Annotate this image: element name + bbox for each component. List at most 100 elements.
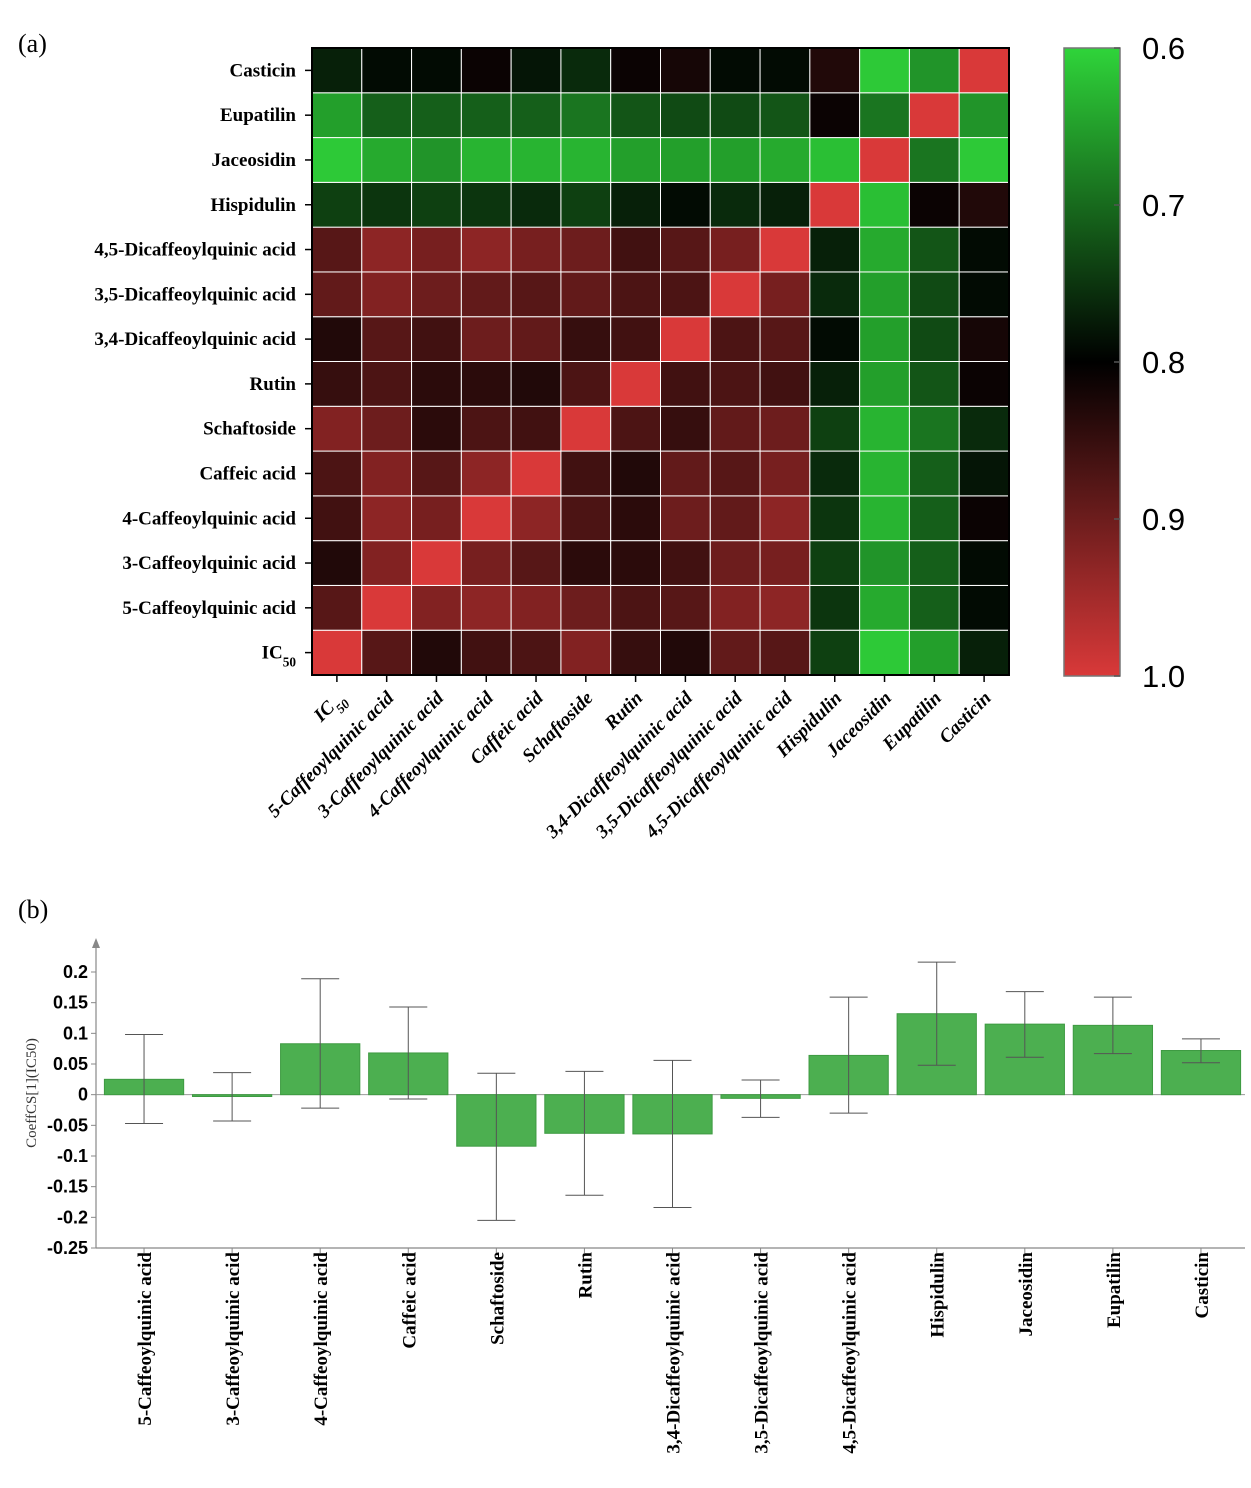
colorbar: 0.6 0.7 0.8 0.9 1.0 bbox=[1063, 31, 1185, 694]
column-label-rutin: Rutin bbox=[600, 688, 647, 735]
row-label-rutin: Rutin bbox=[250, 374, 297, 395]
y-tick-label: -0.2 bbox=[57, 1207, 88, 1227]
heatmap-cell-3-caffeoylquinic-acid-casticin bbox=[958, 540, 1010, 586]
heatmap-cell-4-5-dicaffeoylquinic-acid-4-caffeoylquinic-acid bbox=[460, 226, 512, 273]
heatmap-cell-hispidulin-casticin bbox=[958, 181, 1010, 228]
heatmap-cell-jaceosidin-rutin bbox=[610, 137, 662, 183]
heatmap-cell-ic50-eupatilin bbox=[908, 629, 960, 676]
row-label-4-5-dicaffeoylquinic-acid: 4,5-Dicaffeoylquinic acid bbox=[94, 240, 296, 261]
heatmap-cell-caffeic-acid-3-4-dicaffeoylquinic-acid bbox=[660, 450, 711, 497]
heatmap-cell-ic50-caffeic-acid bbox=[510, 629, 562, 676]
heatmap-cell-casticin-eupatilin bbox=[908, 47, 960, 94]
row-label-caffeic-acid: Caffeic acid bbox=[199, 463, 296, 484]
error-bar-jaceosidin bbox=[1005, 991, 1044, 1058]
heatmap-cell-jaceosidin-3-5-dicaffeoylquinic-acid bbox=[709, 137, 761, 183]
heatmap-cell-casticin-schaftoside bbox=[560, 47, 612, 94]
error-bar-3-5-dicaffeoylquinic-acid bbox=[741, 1079, 780, 1118]
heatmap-cell-jaceosidin-3-caffeoylquinic-acid bbox=[411, 137, 462, 183]
heatmap-cell-4-5-dicaffeoylquinic-acid-jaceosidin bbox=[859, 226, 910, 273]
heatmap-cell-3-4-dicaffeoylquinic-acid-4-caffeoylquinic-acid bbox=[460, 316, 512, 363]
heatmap-cell-4-caffeoylquinic-acid-4-5-dicaffeoylquinic-acid bbox=[759, 495, 811, 542]
heatmap-cell-caffeic-acid-eupatilin bbox=[908, 450, 960, 497]
heatmap-cell-3-caffeoylquinic-acid-eupatilin bbox=[908, 540, 960, 586]
heatmap-cell-caffeic-acid-schaftoside bbox=[560, 450, 612, 497]
heatmap-cell-3-4-dicaffeoylquinic-acid-3-5-dicaffeoylquinic-acid bbox=[709, 316, 761, 363]
colorbar-tick-label: 1.0 bbox=[1142, 659, 1185, 694]
heatmap-cell-5-caffeoylquinic-acid-ic50 bbox=[311, 584, 363, 631]
error-bar-hispidulin bbox=[917, 961, 956, 1066]
category-label-4-5-dicaffeoylquinic-acid: 4,5-Dicaffeoylquinic acid bbox=[840, 1252, 861, 1454]
heatmap-cell-4-caffeoylquinic-acid-3-caffeoylquinic-acid bbox=[411, 495, 462, 542]
category-label-5-caffeoylquinic-acid: 5-Caffeoylquinic acid bbox=[135, 1252, 156, 1426]
heatmap-cell-rutin-schaftoside bbox=[560, 361, 612, 407]
row-label-casticin: Casticin bbox=[230, 60, 297, 81]
heatmap-cell-5-caffeoylquinic-acid-jaceosidin bbox=[859, 584, 910, 631]
heatmap-cell-casticin-3-4-dicaffeoylquinic-acid bbox=[660, 47, 711, 94]
heatmap-cell-jaceosidin-ic50 bbox=[311, 137, 363, 183]
category-label-3-4-dicaffeoylquinic-acid: 3,4-Dicaffeoylquinic acid bbox=[664, 1252, 685, 1454]
heatmap-cell-3-4-dicaffeoylquinic-acid-3-4-dicaffeoylquinic-acid bbox=[660, 316, 711, 363]
heatmap-cell-jaceosidin-4-5-dicaffeoylquinic-acid bbox=[759, 137, 811, 183]
heatmap-cell-3-5-dicaffeoylquinic-acid-3-4-dicaffeoylquinic-acid bbox=[660, 271, 711, 318]
heatmap-cell-3-5-dicaffeoylquinic-acid-rutin bbox=[610, 271, 662, 318]
heatmap-cell-3-4-dicaffeoylquinic-acid-5-caffeoylquinic-acid bbox=[361, 316, 413, 363]
panel-label-b: (b) bbox=[18, 895, 48, 924]
colorbar-tick-label: 0.8 bbox=[1142, 345, 1185, 380]
heatmap-cell-4-5-dicaffeoylquinic-acid-3-5-dicaffeoylquinic-acid bbox=[709, 226, 761, 273]
heatmap-chart: IC50 5-Caffeoylquinic acid 3-Caffeoylquini… bbox=[94, 47, 1010, 843]
category-label-schaftoside: Schaftoside bbox=[487, 1252, 508, 1345]
heatmap-cell-hispidulin-4-5-dicaffeoylquinic-acid bbox=[759, 181, 811, 228]
heatmap-cell-schaftoside-hispidulin bbox=[809, 405, 861, 452]
heatmap-cell-hispidulin-jaceosidin bbox=[859, 181, 910, 228]
heatmap-cell-caffeic-acid-5-caffeoylquinic-acid bbox=[361, 450, 413, 497]
y-tick-label: -0.05 bbox=[47, 1115, 88, 1135]
heatmap-cell-rutin-ic50 bbox=[311, 361, 363, 407]
heatmap-cell-3-5-dicaffeoylquinic-acid-hispidulin bbox=[809, 271, 861, 318]
heatmap-cell-eupatilin-3-5-dicaffeoylquinic-acid bbox=[709, 92, 761, 139]
heatmap-cell-jaceosidin-schaftoside bbox=[560, 137, 612, 183]
heatmap-cell-3-caffeoylquinic-acid-4-5-dicaffeoylquinic-acid bbox=[759, 540, 811, 586]
category-label-rutin: Rutin bbox=[575, 1252, 596, 1299]
heatmap-cell-4-5-dicaffeoylquinic-acid-5-caffeoylquinic-acid bbox=[361, 226, 413, 273]
heatmap-cell-3-caffeoylquinic-acid-3-5-dicaffeoylquinic-acid bbox=[709, 540, 761, 586]
row-label-3-5-dicaffeoylquinic-acid: 3,5-Dicaffeoylquinic acid bbox=[94, 284, 296, 305]
error-bar-eupatilin bbox=[1093, 996, 1132, 1055]
heatmap-cell-rutin-3-caffeoylquinic-acid bbox=[411, 361, 462, 407]
heatmap-cell-3-5-dicaffeoylquinic-acid-3-5-dicaffeoylquinic-acid bbox=[709, 271, 761, 318]
heatmap-cell-3-4-dicaffeoylquinic-acid-4-5-dicaffeoylquinic-acid bbox=[759, 316, 811, 363]
heatmap-cell-3-caffeoylquinic-acid-3-caffeoylquinic-acid bbox=[411, 540, 462, 586]
heatmap-cell-rutin-4-5-dicaffeoylquinic-acid bbox=[759, 361, 811, 407]
heatmap-cell-ic50-3-4-dicaffeoylquinic-acid bbox=[660, 629, 711, 676]
heatmap-cell-4-caffeoylquinic-acid-3-5-dicaffeoylquinic-acid bbox=[709, 495, 761, 542]
heatmap-cell-5-caffeoylquinic-acid-rutin bbox=[610, 584, 662, 631]
heatmap-cell-3-caffeoylquinic-acid-caffeic-acid bbox=[510, 540, 562, 586]
heatmap-cell-schaftoside-casticin bbox=[958, 405, 1010, 452]
heatmap-cell-casticin-5-caffeoylquinic-acid bbox=[361, 47, 413, 94]
heatmap-cell-5-caffeoylquinic-acid-5-caffeoylquinic-acid bbox=[361, 584, 413, 631]
heatmap-cell-rutin-caffeic-acid bbox=[510, 361, 562, 407]
y-tick-label: -0.25 bbox=[47, 1238, 88, 1258]
heatmap-cell-3-caffeoylquinic-acid-rutin bbox=[610, 540, 662, 586]
panel-label-a: (a) bbox=[18, 29, 47, 58]
heatmap-cell-eupatilin-4-caffeoylquinic-acid bbox=[460, 92, 512, 139]
heatmap-cell-hispidulin-3-5-dicaffeoylquinic-acid bbox=[709, 181, 761, 228]
y-tick-label: -0.15 bbox=[47, 1177, 88, 1197]
heatmap-cell-4-5-dicaffeoylquinic-acid-schaftoside bbox=[560, 226, 612, 273]
heatmap-cell-schaftoside-3-caffeoylquinic-acid bbox=[411, 405, 462, 452]
heatmap-cell-3-5-dicaffeoylquinic-acid-caffeic-acid bbox=[510, 271, 562, 318]
heatmap-cell-rutin-rutin bbox=[610, 361, 662, 407]
heatmap-cell-ic50-ic50 bbox=[311, 629, 363, 676]
heatmap-cell-eupatilin-eupatilin bbox=[908, 92, 960, 139]
heatmap-cell-jaceosidin-4-caffeoylquinic-acid bbox=[460, 137, 512, 183]
heatmap-cell-casticin-casticin bbox=[958, 47, 1010, 94]
heatmap-cell-jaceosidin-hispidulin bbox=[809, 137, 861, 183]
heatmap-cell-casticin-4-caffeoylquinic-acid bbox=[460, 47, 512, 94]
heatmap-cell-3-caffeoylquinic-acid-3-4-dicaffeoylquinic-acid bbox=[660, 540, 711, 586]
error-bar-5-caffeoylquinic-acid bbox=[125, 1034, 164, 1124]
heatmap-cell-5-caffeoylquinic-acid-schaftoside bbox=[560, 584, 612, 631]
row-label-3-caffeoylquinic-acid: 3-Caffeoylquinic acid bbox=[122, 553, 296, 574]
heatmap-cell-ic50-schaftoside bbox=[560, 629, 612, 676]
heatmap-cell-casticin-ic50 bbox=[311, 47, 363, 94]
error-bar-caffeic-acid bbox=[389, 1006, 428, 1100]
